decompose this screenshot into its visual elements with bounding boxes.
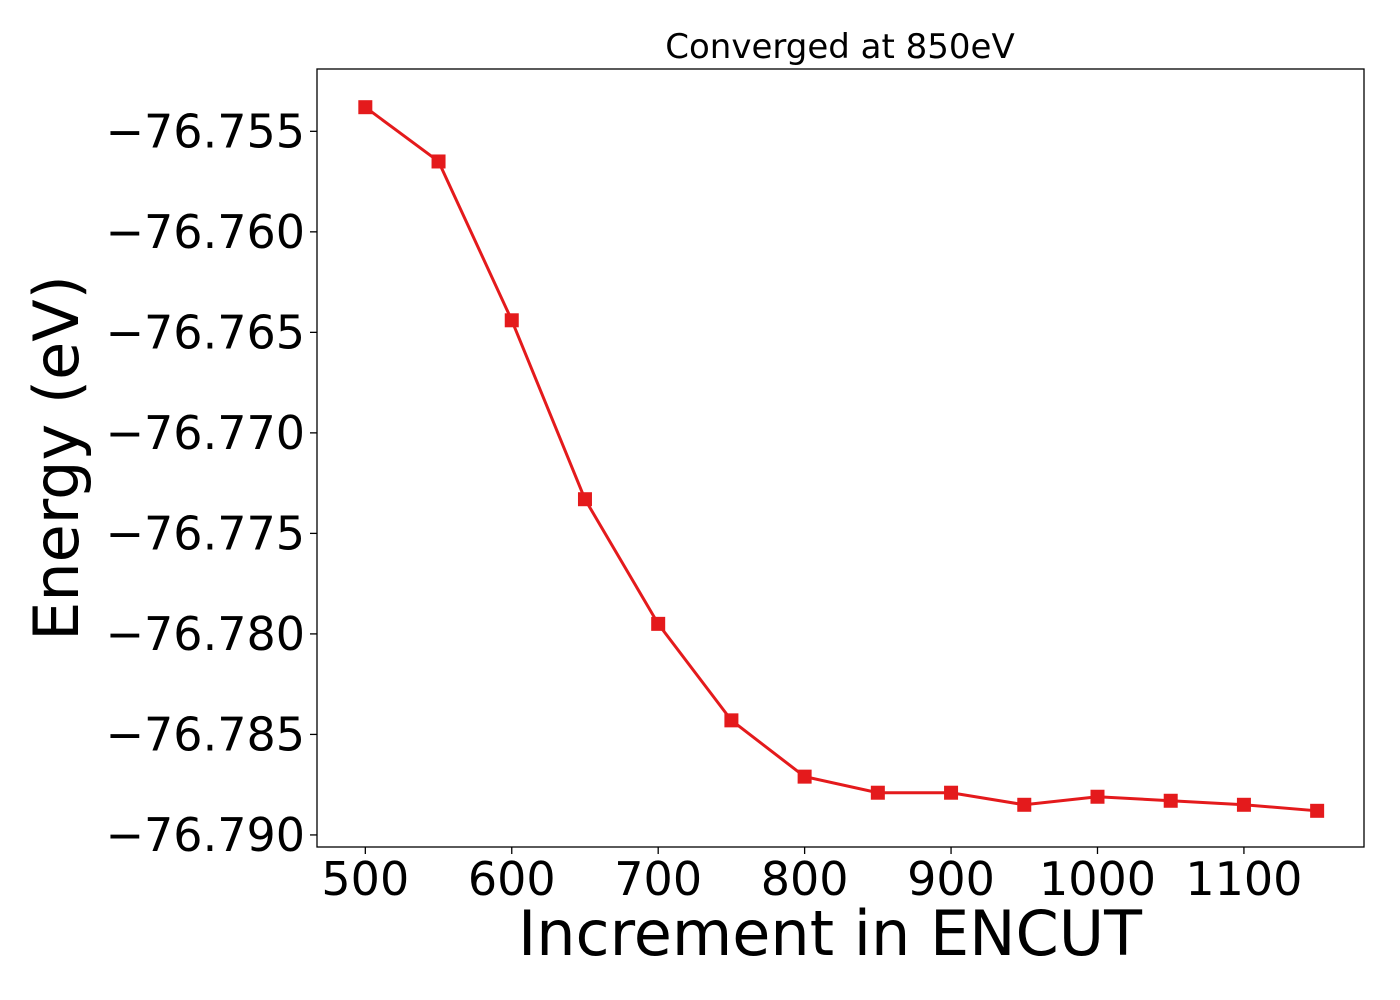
y-tick-label: −76.780 — [106, 607, 306, 661]
x-tick-label: 900 — [907, 852, 995, 906]
x-tick-label: 700 — [614, 852, 702, 906]
x-tick-label: 1000 — [1039, 852, 1156, 906]
data-point-marker — [577, 492, 592, 507]
data-point-marker — [870, 785, 885, 800]
series-line — [364, 105, 1318, 813]
y-tick-label: −76.755 — [106, 104, 306, 158]
x-tick-label: 800 — [761, 852, 849, 906]
data-point-marker — [1236, 797, 1251, 812]
data-point-marker — [431, 154, 446, 169]
x-tick-label: 1100 — [1185, 852, 1302, 906]
data-point-marker — [1090, 789, 1105, 804]
series-layer — [358, 100, 1325, 818]
x-tick-label: 500 — [321, 852, 409, 906]
y-tick-label: −76.770 — [106, 406, 306, 460]
data-point-marker — [651, 616, 666, 631]
x-tick-label: 600 — [468, 852, 556, 906]
y-axis: −76.755 −76.760 −76.765 −76.770 −76.775 −76.7… — [106, 104, 317, 862]
data-point-marker — [358, 100, 373, 115]
x-axis-label: Increment in ENCUT — [518, 897, 1143, 970]
y-tick-label: −76.785 — [106, 707, 306, 761]
data-point-marker — [1310, 803, 1325, 818]
chart-title: Converged at 850eV — [665, 27, 1014, 67]
data-point-marker — [1163, 793, 1178, 808]
y-axis-label: Energy (eV) — [20, 275, 93, 641]
y-tick-label: −76.790 — [106, 808, 306, 862]
data-point-marker — [797, 769, 812, 784]
data-point-marker — [504, 313, 519, 328]
y-tick-label: −76.760 — [106, 205, 306, 259]
data-point-marker — [724, 713, 739, 728]
data-point-marker — [944, 785, 959, 800]
data-point-marker — [1017, 797, 1032, 812]
y-tick-label: −76.775 — [106, 506, 306, 560]
plot-area-frame — [316, 68, 1365, 848]
y-tick-label: −76.765 — [106, 305, 306, 359]
x-axis: 500 600 700 800 900 1000 1100 — [321, 847, 1302, 906]
